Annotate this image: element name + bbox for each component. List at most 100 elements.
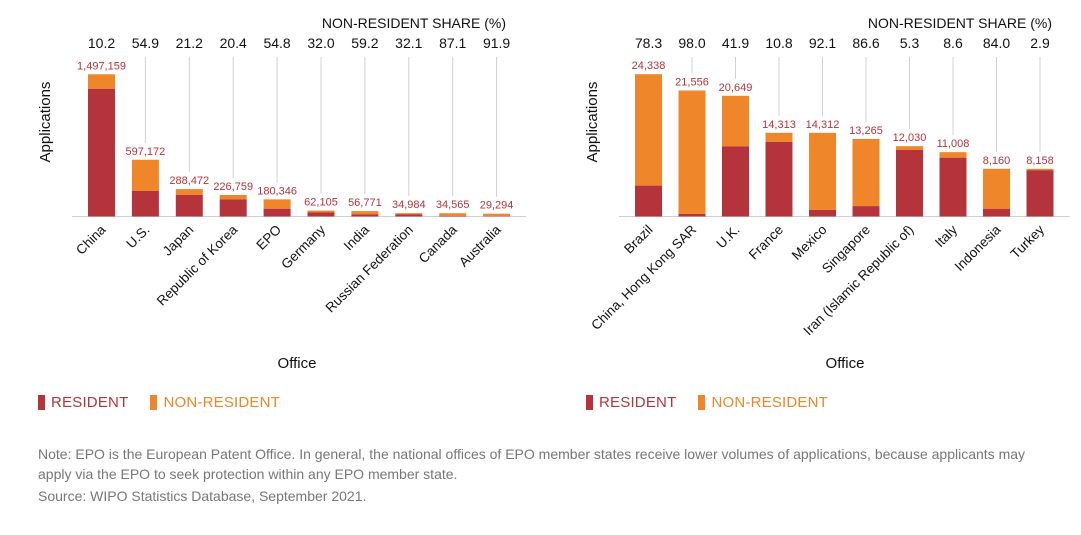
bar-non-resident	[307, 210, 335, 213]
bar-total-label: 13,265	[849, 125, 883, 137]
category-label: Indonesia	[952, 222, 1004, 274]
bar-non-resident	[263, 199, 291, 209]
bar-total-label: 24,338	[632, 60, 666, 72]
bar-total-label: 14,313	[762, 119, 796, 131]
bar-total-label: 21,556	[675, 76, 709, 88]
bar-total-label: 8,160	[983, 155, 1011, 167]
bar-non-resident	[896, 146, 923, 150]
bar-resident	[896, 149, 923, 217]
non-resident-share-label: 91.9	[483, 35, 510, 51]
bar-total-label: 288,472	[169, 175, 209, 187]
bar-total-label: 180,346	[257, 185, 297, 197]
legend-swatch-resident	[586, 394, 593, 410]
category-label: Brazil	[621, 222, 655, 256]
non-resident-share-label: 32.1	[395, 35, 422, 51]
non-resident-share-label: 8.6	[943, 35, 963, 51]
bar-non-resident	[852, 138, 880, 207]
bar-total-label: 56,771	[348, 197, 382, 209]
bar-non-resident	[351, 211, 379, 215]
bar-non-resident	[983, 168, 1010, 209]
non-resident-share-label: 32.0	[307, 35, 334, 51]
legend-label-resident: RESIDENT	[599, 393, 677, 411]
bar-total-label: 29,294	[480, 200, 514, 212]
bar-resident	[175, 194, 203, 217]
bar-non-resident	[809, 132, 836, 210]
legend-label-non-resident: NON-RESIDENT	[163, 393, 281, 411]
bar-total-label: 1,497,159	[77, 60, 126, 72]
non-resident-share-label: 20.4	[220, 35, 247, 51]
non-resident-share-label: 2.9	[1030, 35, 1050, 51]
bar-resident	[263, 208, 291, 217]
legend-right: RESIDENT NON-RESIDENT	[586, 391, 828, 413]
non-resident-share-label: 10.8	[765, 35, 792, 51]
footnote-source: Source: WIPO Statistics Database, Septem…	[38, 488, 367, 504]
category-label: U.K.	[713, 222, 742, 251]
legend-item-resident: RESIDENT	[38, 394, 128, 411]
category-label: Italy	[932, 222, 960, 250]
non-resident-share-label: 21.2	[176, 35, 203, 51]
bar-resident	[852, 206, 880, 217]
legend-label-resident: RESIDENT	[51, 393, 129, 411]
legend-label-non-resident: NON-RESIDENT	[711, 393, 829, 411]
bar-total-label: 11,008	[937, 138, 970, 150]
bar-non-resident	[395, 213, 423, 215]
category-label: EPO	[253, 222, 284, 253]
bar-total-label: 14,312	[806, 119, 840, 131]
category-label: Mexico	[789, 222, 830, 263]
legend-left: RESIDENT NON-RESIDENT	[38, 391, 280, 413]
category-label: U.S.	[123, 222, 152, 251]
bar-non-resident	[175, 189, 203, 195]
y-axis-label: Applications	[37, 82, 54, 163]
non-resident-share-label: 54.9	[132, 35, 159, 51]
bar-non-resident	[131, 159, 159, 191]
chart-header-nonresident-share: NON-RESIDENT SHARE (%)	[322, 15, 506, 31]
bar-non-resident	[483, 213, 511, 217]
category-label: Canada	[416, 222, 460, 266]
bar-resident	[765, 141, 793, 217]
bar-non-resident	[88, 74, 115, 89]
non-resident-share-label: 59.2	[351, 35, 378, 51]
non-resident-share-label: 87.1	[439, 35, 466, 51]
non-resident-share-label: 78.3	[635, 35, 662, 51]
bar-resident	[635, 185, 662, 217]
chart-header-nonresident-share: NON-RESIDENT SHARE (%)	[868, 15, 1052, 31]
x-axis-label: Office	[826, 355, 865, 372]
bar-non-resident	[635, 74, 662, 186]
non-resident-share-label: 92.1	[809, 35, 836, 51]
non-resident-share-label: 10.2	[88, 35, 115, 51]
non-resident-share-label: 98.0	[678, 35, 705, 51]
bar-resident	[1026, 170, 1054, 217]
bar-non-resident	[678, 90, 706, 214]
bar-total-label: 34,565	[436, 199, 470, 211]
bar-resident	[809, 209, 836, 217]
bar-resident	[939, 157, 967, 217]
bar-resident	[131, 190, 159, 217]
bar-total-label: 226,759	[213, 181, 253, 193]
non-resident-share-label: 86.6	[852, 35, 879, 51]
bar-non-resident	[939, 152, 967, 158]
category-label: Japan	[160, 222, 197, 259]
legend-item-non-resident: NON-RESIDENT	[698, 394, 828, 411]
category-label: France	[746, 222, 786, 262]
bar-total-label: 12,030	[893, 132, 927, 144]
legend-swatch-resident	[38, 394, 45, 410]
bar-total-label: 8,158	[1026, 155, 1054, 167]
bar-total-label: 62,105	[304, 197, 338, 209]
bar-non-resident	[765, 132, 793, 142]
bar-resident	[395, 214, 423, 217]
legend-item-resident: RESIDENT	[586, 394, 676, 411]
bar-total-label: 20,649	[719, 82, 753, 94]
footnote-note: Note: EPO is the European Patent Office.…	[38, 446, 1026, 482]
legend-swatch-non-resident	[698, 394, 706, 410]
bar-non-resident	[722, 95, 749, 147]
bar-resident	[983, 208, 1010, 217]
category-label: Turkey	[1008, 222, 1048, 262]
y-axis-label: Applications	[584, 82, 601, 163]
non-resident-share-label: 54.8	[263, 35, 290, 51]
x-axis-label: Office	[278, 355, 317, 372]
chart-canvas: NON-RESIDENT SHARE (%) Applications Office…	[37, 15, 1070, 372]
legend-item-non-resident: NON-RESIDENT	[150, 394, 280, 411]
bar-non-resident	[439, 213, 467, 217]
bar-total-label: 597,172	[126, 146, 166, 158]
non-resident-share-label: 84.0	[983, 35, 1010, 51]
